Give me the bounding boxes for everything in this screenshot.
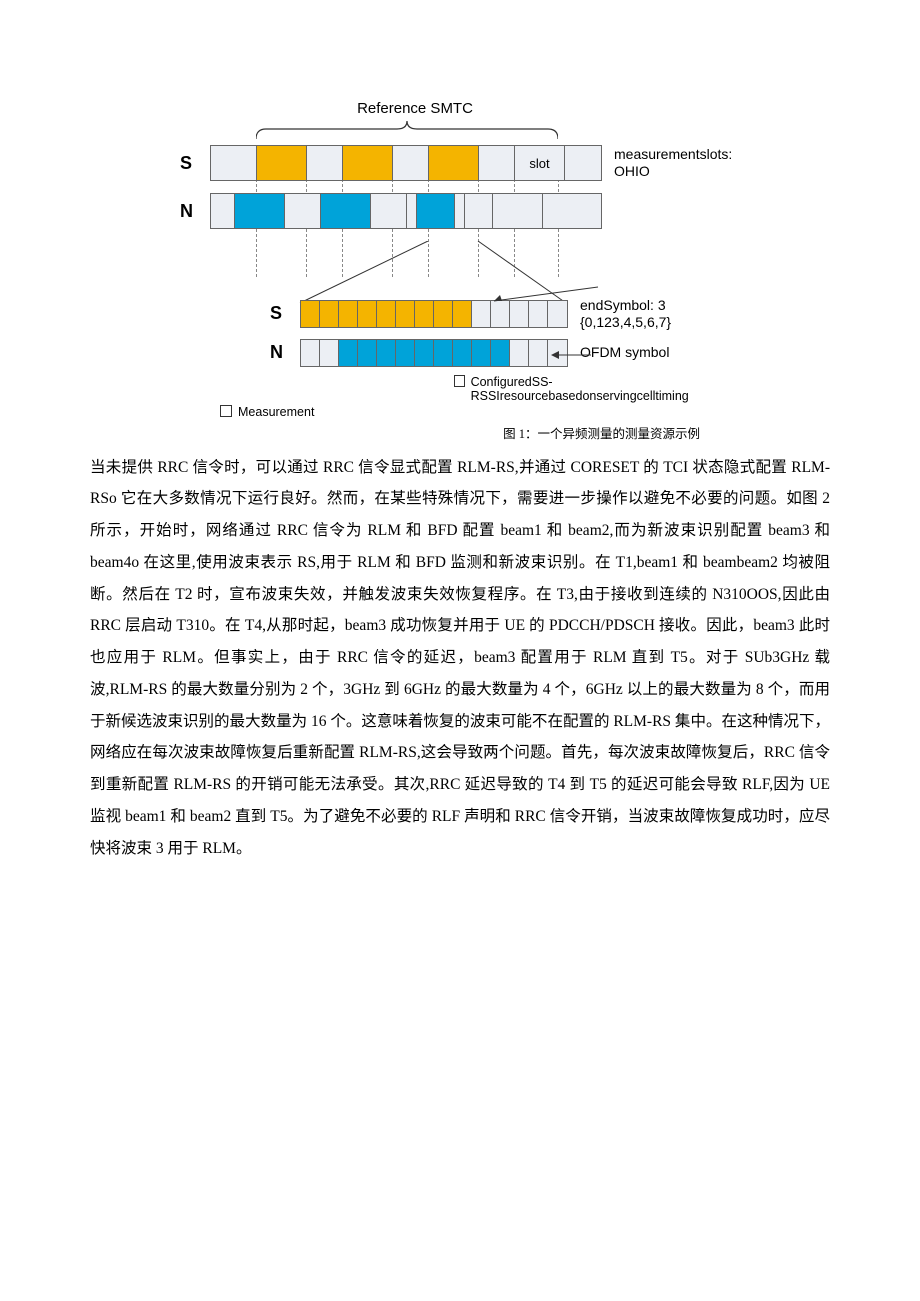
ofdm-symbol xyxy=(320,301,339,327)
slot xyxy=(371,194,407,228)
ofdm-symbol xyxy=(472,340,491,366)
body-paragraph: 当未提供 RRC 信令时，可以通过 RRC 信令显式配置 RLM-RS,并通过 … xyxy=(90,452,830,865)
slot xyxy=(407,194,417,228)
slots: slot xyxy=(210,145,602,181)
ofdm-symbol xyxy=(434,301,453,327)
slot xyxy=(211,194,235,228)
slot xyxy=(455,194,465,228)
slot: slot xyxy=(515,146,565,180)
ofdm-symbol xyxy=(377,340,396,366)
diagram: Reference SMTC Sslotmeasurementslots:OHI… xyxy=(180,100,740,442)
ofdm-symbol xyxy=(301,301,320,327)
ofdm-symbol xyxy=(358,301,377,327)
detail-row-N: NOFDM symbol xyxy=(270,339,740,367)
legend-text-2: ConfiguredSS-RSSIresourcebasedonservingc… xyxy=(471,375,740,403)
ofdm-symbol xyxy=(453,301,472,327)
legend-row-2: ConfiguredSS-RSSIresourcebasedonservingc… xyxy=(310,375,740,403)
zoom-lines xyxy=(210,241,740,301)
legend-box-2 xyxy=(454,375,465,387)
slot xyxy=(343,146,393,180)
legend-text-1: Measurement xyxy=(238,405,314,419)
slot xyxy=(393,146,429,180)
ofdm-symbol xyxy=(396,340,415,366)
ofdm-symbol xyxy=(415,301,434,327)
row-label: N xyxy=(270,342,300,363)
slot xyxy=(479,146,515,180)
ofdm-symbol xyxy=(339,301,358,327)
slot xyxy=(465,194,493,228)
slot xyxy=(321,194,371,228)
ofdm-symbol xyxy=(320,340,339,366)
ofdm-symbol xyxy=(301,340,320,366)
ofdm-symbol xyxy=(358,340,377,366)
legend-box-1 xyxy=(220,405,232,417)
ofdm-symbol xyxy=(491,340,510,366)
slot xyxy=(493,194,543,228)
legend-row-1: Measurement xyxy=(220,405,740,419)
slot xyxy=(543,194,601,228)
brace xyxy=(256,121,558,139)
slot xyxy=(565,146,601,180)
ofdm-symbol xyxy=(339,340,358,366)
figure-caption: 图 1：一个异频测量的测量资源示例 xyxy=(180,423,740,442)
slot xyxy=(429,146,479,180)
row-label: S xyxy=(270,303,300,324)
slot xyxy=(417,194,455,228)
top-row-S: Sslot measurementslots:OHIO xyxy=(180,145,740,181)
side-label: measurementslots:OHIO xyxy=(614,146,732,180)
ofdm-symbol xyxy=(529,340,548,366)
top-row-N: N xyxy=(180,193,740,229)
row-label: N xyxy=(180,201,210,222)
slot xyxy=(257,146,307,180)
slots xyxy=(210,193,602,229)
slot xyxy=(307,146,343,180)
ofdm-symbol xyxy=(453,340,472,366)
symbols xyxy=(300,339,568,367)
ofdm-symbol xyxy=(415,340,434,366)
ofdm-symbol xyxy=(396,301,415,327)
detail-row-S: SendSymbol: 3{0,123,4,5,6,7} xyxy=(270,297,740,331)
slot xyxy=(211,146,257,180)
ofdm-symbol xyxy=(510,340,529,366)
row-label: S xyxy=(180,153,210,174)
ofdm-symbol xyxy=(434,340,453,366)
slot xyxy=(235,194,285,228)
ref-smtc-label: Reference SMTC xyxy=(90,100,740,117)
slot xyxy=(285,194,321,228)
ofdm-symbol xyxy=(377,301,396,327)
